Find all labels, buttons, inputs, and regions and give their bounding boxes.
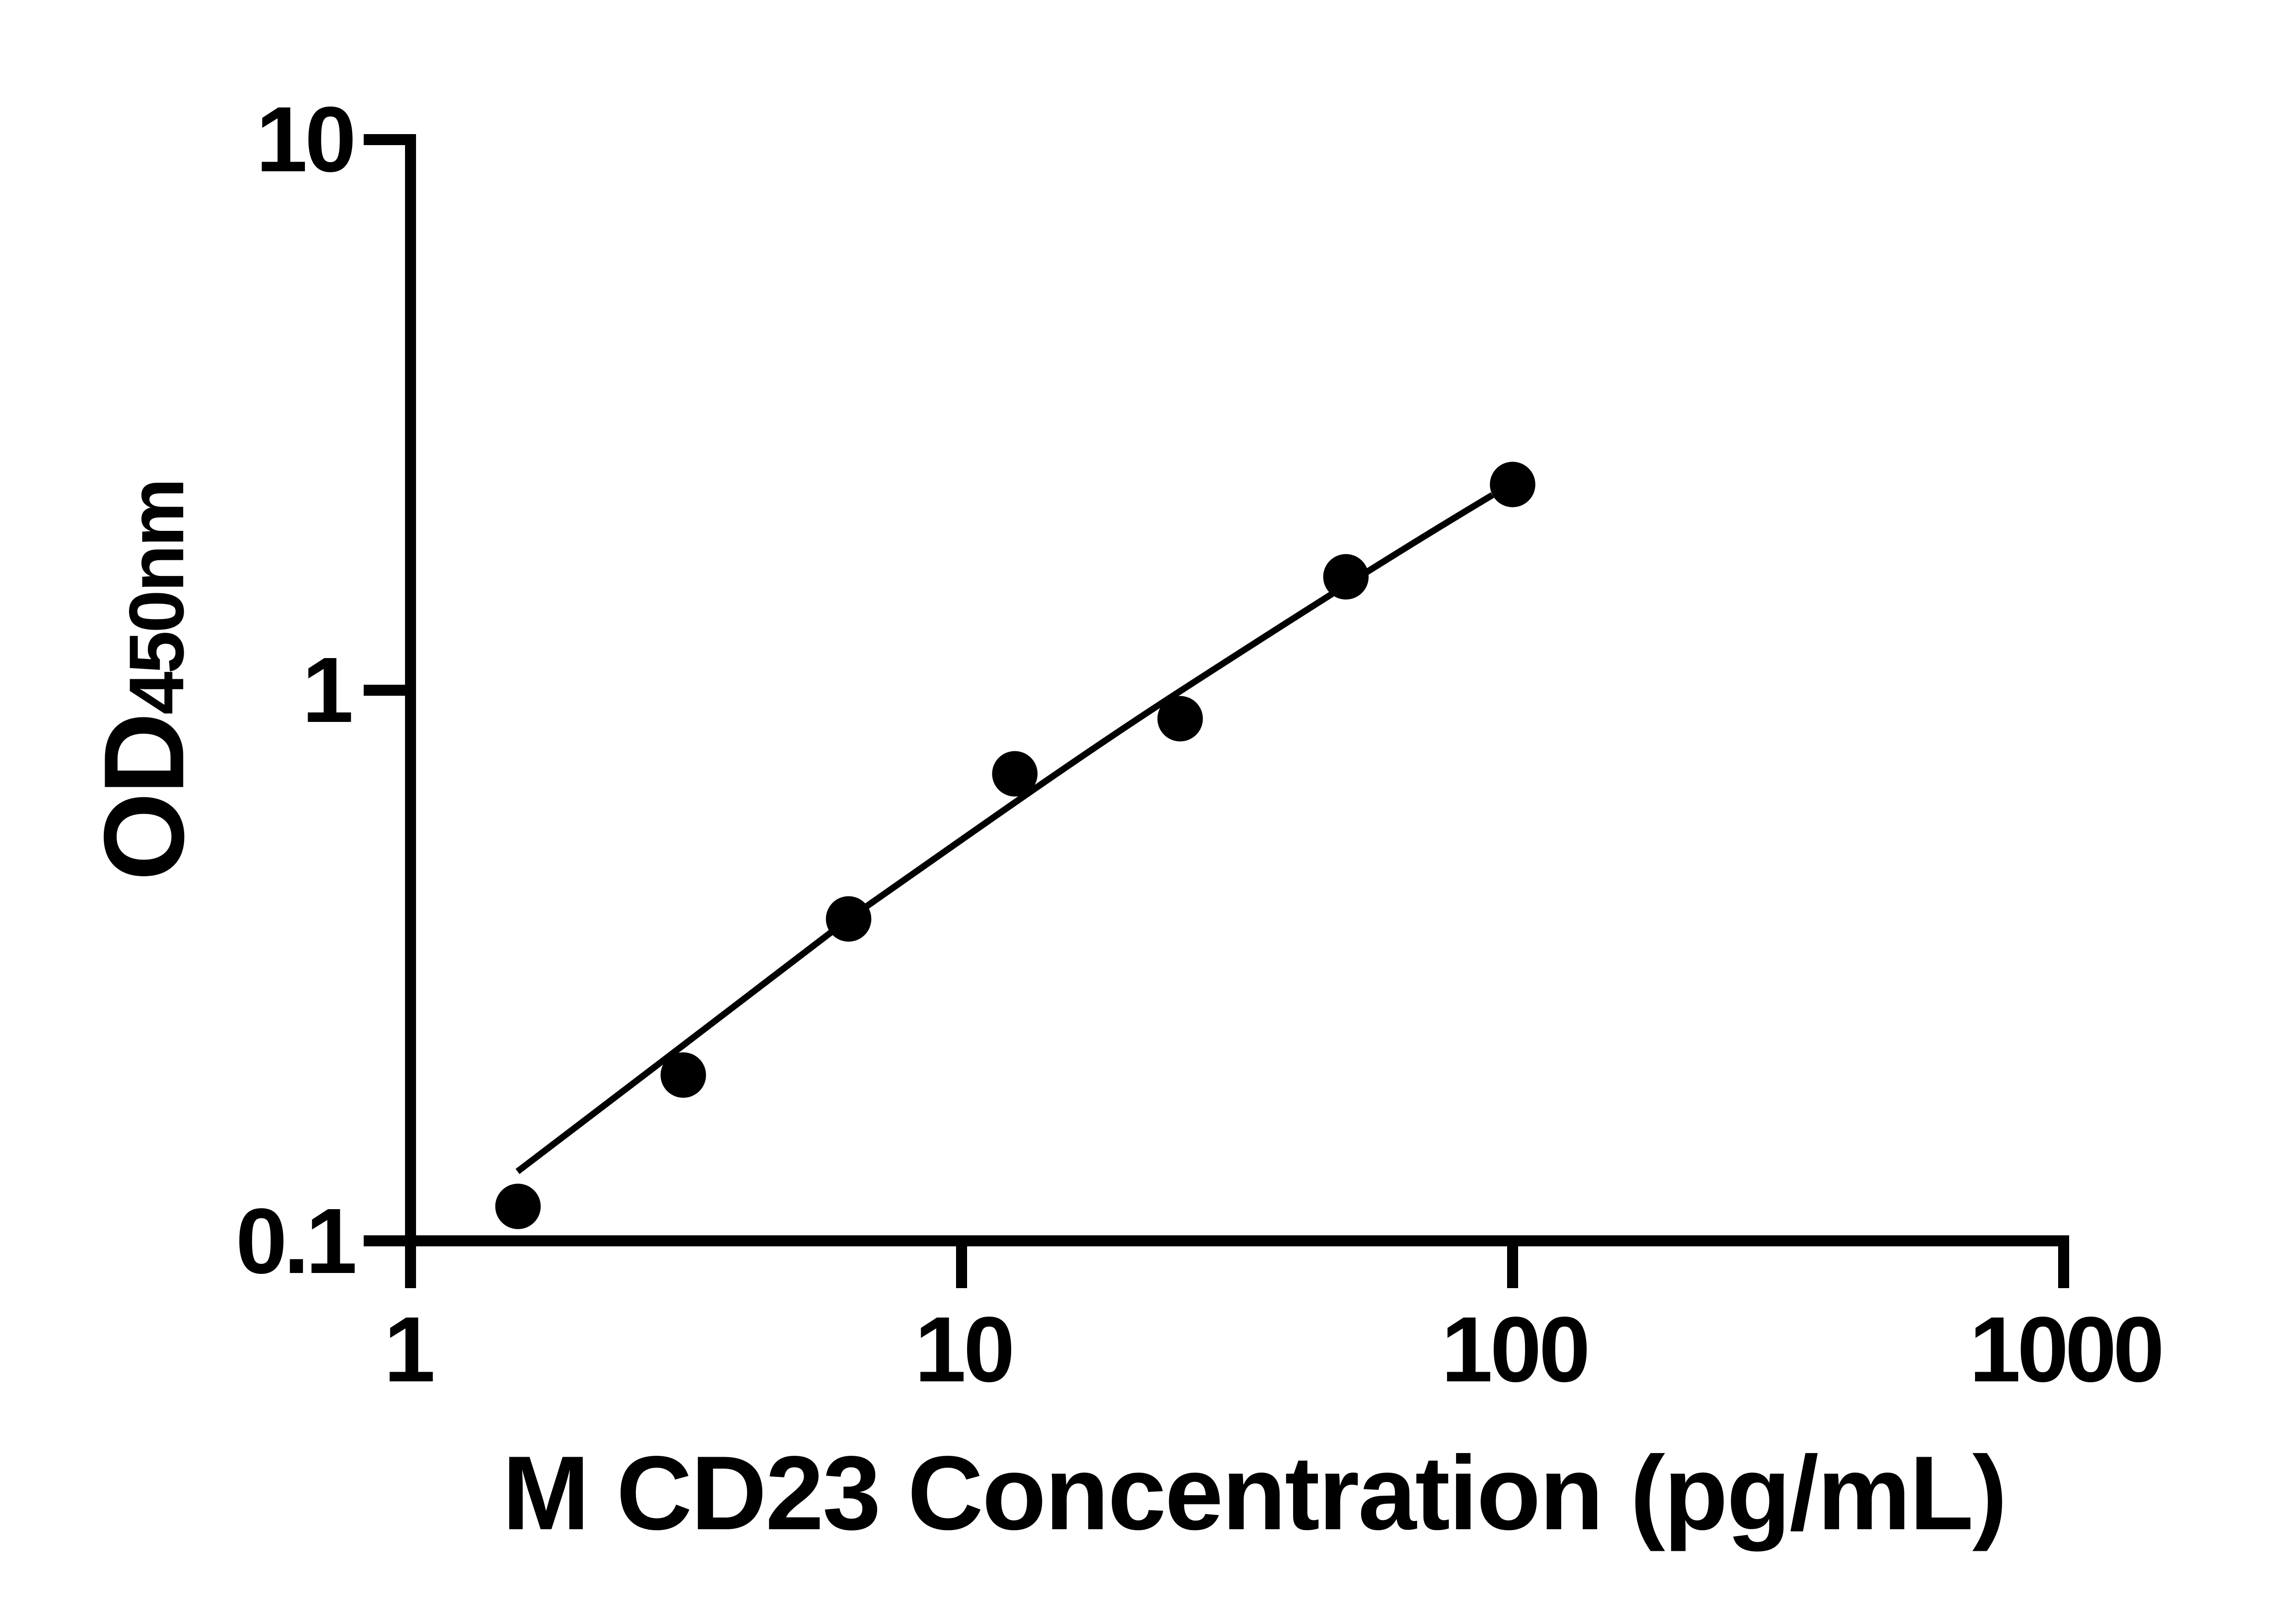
svg-text:10: 10 <box>915 1297 1013 1401</box>
svg-text:1000: 1000 <box>1969 1297 2161 1401</box>
svg-text:OD450nm: OD450nm <box>80 480 208 881</box>
svg-text:0.1: 0.1 <box>236 1189 355 1293</box>
svg-text:100: 100 <box>1441 1297 1587 1401</box>
svg-text:1: 1 <box>384 1297 435 1401</box>
svg-text:10: 10 <box>256 87 354 191</box>
svg-text:M CD23 Concentration (pg/mL): M CD23 Concentration (pg/mL) <box>502 1434 2006 1552</box>
svg-text:1: 1 <box>302 638 354 742</box>
